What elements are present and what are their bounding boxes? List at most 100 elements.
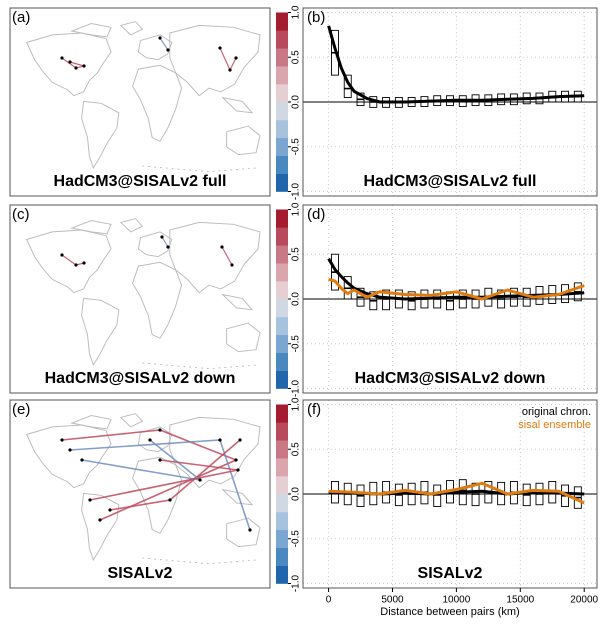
site	[218, 46, 222, 50]
colorbar-step	[276, 440, 288, 459]
y-tick-label: 0.0	[291, 292, 302, 306]
curve	[327, 25, 585, 104]
site	[228, 68, 232, 72]
site	[148, 438, 152, 442]
colorbar-step	[276, 227, 288, 246]
colorbar-step	[276, 119, 288, 139]
y-tick-label: 1.0	[291, 397, 302, 411]
colorbar-step	[276, 511, 288, 531]
colorbar-step	[276, 494, 288, 513]
colorbar-step	[276, 316, 288, 336]
colorbar-step	[276, 299, 288, 318]
panel-label: (f)	[307, 401, 321, 418]
panel-label: (e)	[12, 401, 30, 418]
site	[234, 458, 238, 462]
colorbar-step	[276, 370, 288, 389]
y-tick-label: -0.5	[291, 138, 302, 156]
colorbar-step	[276, 102, 288, 121]
site	[74, 66, 78, 70]
y-tick-label: 0.5	[291, 247, 302, 261]
x-tick-label: 10000	[442, 595, 470, 606]
legend-entry: sisal ensemble	[518, 419, 591, 431]
site	[82, 261, 86, 265]
site	[234, 56, 238, 60]
y-tick-label: -1.0	[291, 379, 302, 397]
colorbar-step	[276, 209, 288, 228]
colorbar-step	[276, 48, 288, 67]
map-link	[61, 254, 85, 266]
y-tick-label: -0.5	[291, 335, 302, 353]
colorbar-step	[276, 529, 288, 549]
map-title: SISALv2	[108, 565, 173, 582]
map-link	[61, 57, 87, 69]
panel-label: (c)	[12, 206, 30, 223]
y-tick-label: 0.0	[291, 487, 302, 501]
panel-label: (d)	[307, 206, 325, 223]
panel-title: HadCM3@SISALv2 full	[364, 173, 537, 190]
map-link	[61, 429, 239, 521]
colorbar-step	[276, 30, 288, 49]
colorbar-step	[276, 263, 288, 282]
colorbar-step	[276, 334, 288, 354]
site	[82, 64, 86, 68]
legend-entry: original chron.	[522, 406, 591, 418]
colorbar-step	[276, 458, 288, 477]
site	[218, 438, 222, 442]
colorbar-step	[276, 245, 288, 264]
colorbar-step	[276, 12, 288, 31]
site	[74, 263, 78, 267]
colorbar-step	[276, 281, 288, 300]
map-link	[89, 459, 239, 501]
map-link	[219, 47, 237, 72]
y-tick-label: 0.0	[291, 95, 302, 109]
world-map	[26, 218, 261, 370]
y-tick-label: 0.5	[291, 50, 302, 64]
site	[236, 468, 240, 472]
y-tick-label: 1.0	[291, 5, 302, 19]
panel-frame	[302, 399, 598, 589]
site	[198, 478, 202, 482]
site	[158, 36, 162, 40]
site	[60, 56, 64, 60]
panel-title: HadCM3@SISALv2 down	[355, 370, 546, 387]
site	[108, 508, 112, 512]
site	[166, 48, 170, 52]
panel-frame	[302, 7, 598, 197]
colorbar-step	[276, 476, 288, 495]
curve	[328, 277, 585, 301]
y-tick-label: -1.0	[291, 574, 302, 592]
x-tick-label: 0	[326, 595, 332, 606]
curve	[328, 481, 585, 505]
colorbar-step	[276, 404, 288, 423]
map-frame	[9, 7, 271, 197]
site	[68, 448, 72, 452]
x-tick-label: 5000	[381, 595, 404, 606]
site	[60, 253, 64, 257]
map-link	[221, 246, 233, 266]
map-link	[161, 236, 169, 248]
colorbar-step	[276, 155, 288, 174]
y-tick-label: 0.5	[291, 442, 302, 456]
y-tick-label: 1.0	[291, 202, 302, 216]
site	[60, 438, 64, 442]
x-tick-label: 20000	[570, 595, 598, 606]
box	[382, 289, 391, 311]
colorbar-step	[276, 66, 288, 85]
site	[230, 263, 234, 267]
site	[80, 458, 84, 462]
site	[158, 428, 162, 432]
panel-label: (a)	[12, 9, 30, 26]
map-link	[159, 37, 169, 51]
site	[98, 518, 102, 522]
panel-title: SISALv2	[418, 565, 483, 582]
box	[433, 484, 442, 507]
colorbar-step	[276, 547, 288, 566]
panel-label: (b)	[307, 9, 325, 26]
panel-frame	[302, 204, 598, 394]
colorbar-step	[276, 84, 288, 103]
map-frame	[9, 399, 271, 589]
colorbar-step	[276, 173, 288, 192]
colorbar-step	[276, 565, 288, 584]
y-tick-label: -0.5	[291, 530, 302, 548]
